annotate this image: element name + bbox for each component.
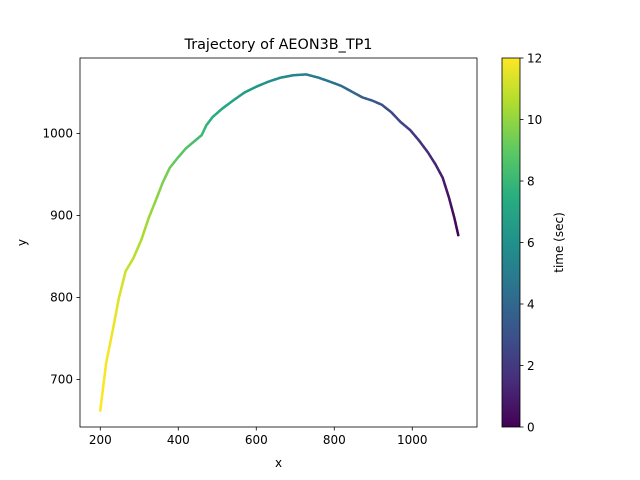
colorbar-tick-label: 4 (527, 297, 535, 311)
x-tick-label: 1000 (397, 433, 428, 447)
colorbar-label: time (sec) (552, 212, 566, 273)
y-tick-label: 900 (50, 209, 73, 223)
x-axis: 200 400 600 800 1000 (89, 427, 428, 447)
colorbar-tick-label: 6 (527, 236, 535, 250)
colorbar-tick-label: 0 (527, 420, 535, 434)
colorbar-tick-label: 10 (527, 113, 542, 127)
x-tick-label: 600 (245, 433, 268, 447)
y-tick-label: 1000 (42, 127, 73, 141)
x-tick-label: 800 (323, 433, 346, 447)
x-tick-label: 200 (89, 433, 112, 447)
chart-title: Trajectory of AEON3B_TP1 (184, 37, 373, 53)
x-tick-label: 400 (167, 433, 190, 447)
colorbar-tick-label: 8 (527, 174, 535, 188)
trajectory-point (98, 409, 102, 412)
colorbar-tick-label: 12 (527, 51, 542, 65)
y-tick-label: 700 (50, 373, 73, 387)
y-axis-label: y (15, 239, 29, 246)
trajectory-points (98, 73, 460, 412)
y-tick-label: 800 (50, 291, 73, 305)
colorbar-tick-label: 2 (527, 359, 535, 373)
colorbar (502, 58, 520, 427)
x-axis-label: x (275, 456, 282, 470)
plot-frame (79, 57, 478, 428)
colorbar-axis: 0 2 4 6 8 10 12 (520, 51, 542, 434)
y-axis: 700 800 900 1000 (42, 127, 80, 387)
